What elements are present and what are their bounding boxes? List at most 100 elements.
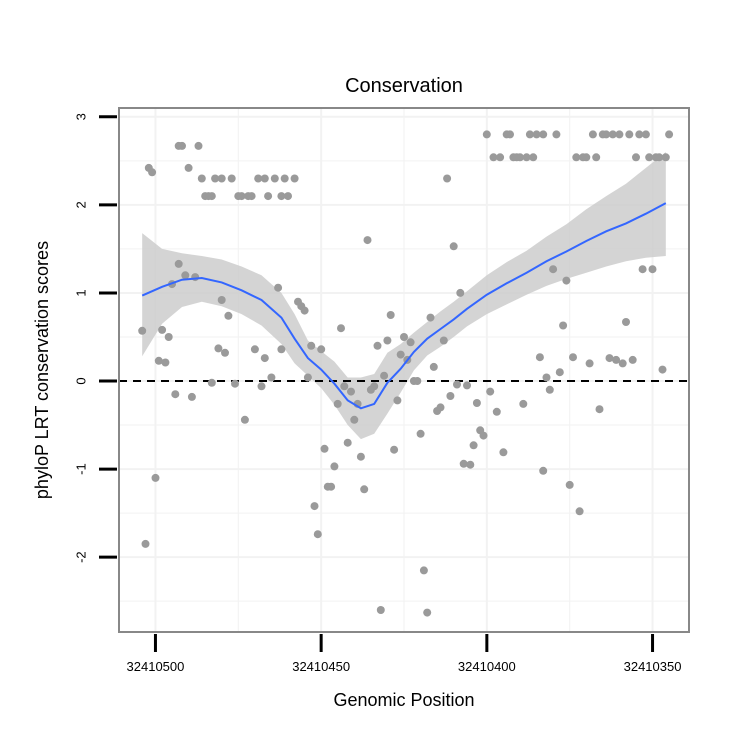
data-point — [535, 353, 544, 362]
data-point — [479, 431, 488, 440]
data-point — [363, 236, 372, 245]
data-point — [592, 153, 601, 162]
data-point — [290, 174, 299, 183]
data-point — [552, 130, 561, 139]
data-point — [343, 438, 352, 447]
data-point — [499, 448, 508, 457]
data-point — [164, 333, 173, 341]
data-point — [333, 399, 342, 408]
data-point — [456, 288, 465, 297]
data-point — [214, 344, 223, 353]
data-point — [449, 242, 458, 251]
data-point — [277, 345, 286, 354]
data-point — [413, 377, 422, 385]
data-point — [525, 130, 534, 139]
x-tick-label: 32410500 — [127, 659, 185, 674]
data-point — [522, 153, 531, 162]
data-point — [270, 174, 279, 183]
data-point — [463, 381, 471, 390]
data-point — [337, 324, 345, 333]
data-point — [217, 174, 226, 183]
data-point — [224, 311, 233, 320]
data-point — [482, 130, 491, 139]
data-point — [519, 399, 528, 408]
data-point — [572, 153, 581, 162]
data-point — [254, 174, 263, 183]
data-point — [622, 318, 630, 326]
data-point — [221, 348, 229, 357]
data-point — [638, 265, 647, 274]
data-point — [250, 345, 259, 354]
data-point — [539, 466, 548, 475]
data-point — [605, 354, 614, 363]
data-point — [472, 399, 481, 407]
data-point — [492, 407, 501, 416]
data-point — [565, 480, 574, 489]
data-point — [184, 163, 193, 172]
data-point — [207, 192, 216, 201]
data-point — [489, 153, 498, 162]
data-point — [187, 392, 196, 401]
data-point — [555, 368, 564, 377]
data-point — [516, 153, 524, 162]
y-axis: -2 -1 0 1 2 3 — [73, 113, 117, 563]
data-point — [383, 336, 392, 345]
data-point — [370, 382, 379, 391]
data-point — [506, 130, 514, 139]
data-point — [453, 380, 461, 389]
data-point — [138, 326, 147, 335]
data-point — [260, 354, 269, 363]
data-point — [217, 296, 226, 304]
data-point — [655, 153, 664, 162]
y-tick-label: 3 — [73, 113, 88, 120]
data-point — [313, 530, 322, 539]
data-point — [549, 265, 558, 274]
data-points — [138, 130, 674, 617]
x-tick-label: 32410450 — [292, 659, 350, 674]
x-axis-label: Genomic Position — [333, 690, 474, 710]
data-point — [240, 415, 249, 424]
data-point — [151, 473, 160, 482]
data-point — [317, 345, 326, 354]
data-point — [665, 130, 674, 139]
data-point — [327, 482, 336, 491]
data-point — [380, 371, 389, 380]
data-point — [390, 445, 399, 454]
data-point — [632, 153, 640, 162]
data-point — [426, 313, 435, 322]
panel-border — [118, 107, 690, 633]
y-tick-label: 2 — [73, 201, 88, 208]
data-point — [356, 452, 365, 461]
data-point — [274, 283, 283, 292]
data-point — [231, 379, 239, 388]
data-point — [373, 341, 382, 350]
data-point — [376, 606, 385, 614]
data-point — [280, 174, 289, 183]
data-point — [648, 265, 657, 274]
data-point — [396, 350, 405, 359]
data-point — [191, 273, 200, 282]
y-tick-label: -2 — [73, 551, 88, 563]
y-tick-label: 0 — [73, 377, 88, 384]
data-point — [207, 378, 216, 387]
data-point — [148, 168, 157, 177]
data-point — [260, 174, 269, 183]
data-point — [585, 359, 594, 368]
data-point — [284, 192, 292, 201]
data-point — [400, 333, 408, 341]
y-axis-label: phyloP LRT conservation scores — [32, 241, 52, 499]
data-point — [439, 336, 448, 345]
data-point — [158, 325, 167, 334]
data-point — [320, 444, 329, 453]
data-point — [486, 387, 495, 396]
smooth-line — [141, 202, 667, 410]
data-point — [419, 566, 428, 575]
data-point — [459, 459, 468, 468]
data-point — [466, 460, 475, 469]
data-point — [529, 153, 538, 162]
y-tick-label: 1 — [73, 289, 88, 296]
data-point — [628, 355, 637, 364]
data-point — [446, 392, 455, 400]
data-point — [416, 429, 425, 438]
data-point — [257, 382, 266, 391]
